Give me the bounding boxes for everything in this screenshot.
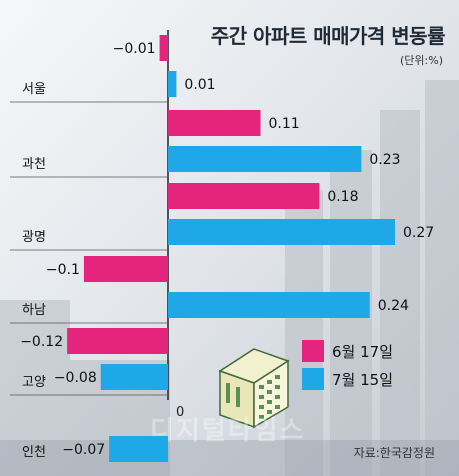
zero-tick-label: 0 [176,405,184,420]
data-label-광명-series1: 0.18 [327,189,358,205]
unit-label: (단위:%) [400,54,443,67]
legend-swatch-series2 [302,368,324,390]
legend-label-series1: 6월 17일 [332,342,393,361]
chart-title: 주간 아파트 매매가격 변동률 [210,24,446,48]
bar-광명-series2 [168,219,395,245]
watermark-logo: 디지털타임스 [150,416,306,446]
bar-고양-series1 [67,328,168,354]
bar-광명-series1 [168,183,320,209]
bar-하남-series2 [168,292,370,318]
category-label-과천: 과천 [22,157,46,172]
data-label-과천-series1: 0.11 [268,116,299,132]
bar-서울-series2 [168,71,177,97]
source-note: 자료:한국감정원 [353,446,435,460]
data-label-서울-series1: −0.01 [113,41,156,57]
bar-인천-series2 [109,436,168,462]
category-label-인천: 인천 [22,445,46,460]
category-label-하남: 하남 [22,303,46,318]
bar-과천-series1 [168,110,261,136]
data-label-광명-series2: 0.27 [403,225,434,241]
bar-하남-series1 [83,256,168,282]
legend-item-series1: 6월 17일 [302,340,393,362]
data-label-고양-series2: −0.08 [54,370,97,386]
data-label-인천-series2: −0.07 [62,442,105,458]
bar-서울-series1 [159,35,168,61]
legend-item-series2: 7월 15일 [302,368,393,390]
category-label-고양: 고양 [22,375,46,390]
bar-과천-series2 [168,146,362,172]
data-label-고양-series1: −0.12 [20,334,63,350]
bar-고양-series2 [100,364,168,390]
category-label-서울: 서울 [22,82,46,97]
legend-swatch-series1 [302,340,324,362]
data-label-과천-series2: 0.23 [369,152,400,168]
data-label-서울-series2: 0.01 [184,77,215,93]
data-label-하남-series2: 0.24 [378,298,409,314]
category-label-광명: 광명 [22,230,46,245]
legend-label-series2: 7월 15일 [332,370,393,389]
apartment-building-icon [218,348,290,429]
data-label-하남-series1: −0.1 [46,262,80,278]
